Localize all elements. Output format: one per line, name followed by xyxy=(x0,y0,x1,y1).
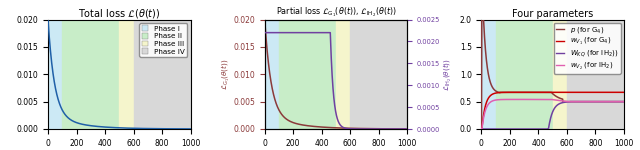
Bar xyxy=(496,20,553,129)
Bar xyxy=(119,20,134,129)
Y-axis label: $\mathcal{L}_{\mathrm{G}_1}(\theta(t))$: $\mathcal{L}_{\mathrm{G}_1}(\theta(t))$ xyxy=(220,58,232,90)
Title: Total loss $\mathcal{L}(\theta(t))$: Total loss $\mathcal{L}(\theta(t))$ xyxy=(78,6,161,20)
Bar xyxy=(350,20,407,129)
Bar xyxy=(279,20,336,129)
Title: Four parameters: Four parameters xyxy=(512,9,593,19)
Bar xyxy=(48,20,62,129)
Bar xyxy=(336,20,350,129)
Bar xyxy=(62,20,119,129)
Legend: $p$ (for $\mathrm{G}_4$), $w_{V_1}$ (for $\mathrm{G}_4$), $W_{KQ}$ (for $\mathrm: $p$ (for $\mathrm{G}_4$), $w_{V_1}$ (for… xyxy=(554,23,621,74)
Bar xyxy=(553,20,567,129)
Legend: Phase I, Phase II, Phase III, Phase IV: Phase I, Phase II, Phase III, Phase IV xyxy=(140,23,187,57)
Bar xyxy=(481,20,496,129)
Bar xyxy=(265,20,279,129)
Bar xyxy=(134,20,191,129)
Title: Partial loss $\mathcal{L}_{\mathrm{G}_1}(\theta(t))$, $\mathcal{L}_{\mathrm{IH}_: Partial loss $\mathcal{L}_{\mathrm{G}_1}… xyxy=(276,6,396,20)
Y-axis label: $\mathcal{L}_{\mathrm{IH}_2}(\theta(t))$: $\mathcal{L}_{\mathrm{IH}_2}(\theta(t))$ xyxy=(442,58,454,91)
Bar xyxy=(567,20,624,129)
